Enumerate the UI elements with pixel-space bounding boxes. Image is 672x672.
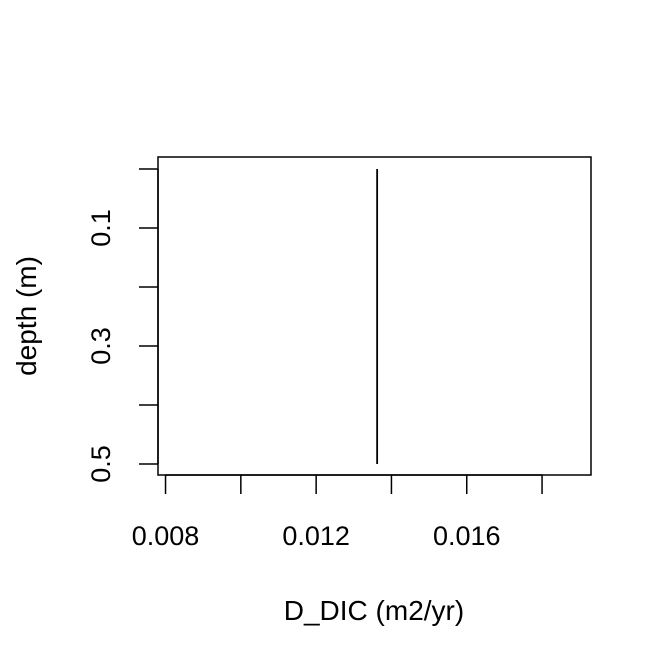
x-tick-label-0: 0.008 xyxy=(132,521,200,551)
y-tick-label-0: 0.1 xyxy=(86,209,116,247)
x-tick-label-1: 0.012 xyxy=(282,521,350,551)
plot-frame xyxy=(157,156,592,476)
x-axis: 0.008 0.012 0.016 xyxy=(132,474,543,551)
y-tick-label-1: 0.3 xyxy=(86,327,116,365)
x-axis-label: D_DIC (m2/yr) xyxy=(284,595,464,626)
y-tick-label-2: 0.5 xyxy=(86,445,116,483)
y-axis-label: depth (m) xyxy=(11,256,42,376)
x-tick-label-2: 0.016 xyxy=(433,521,501,551)
y-axis: 0.1 0.3 0.5 xyxy=(86,168,159,483)
